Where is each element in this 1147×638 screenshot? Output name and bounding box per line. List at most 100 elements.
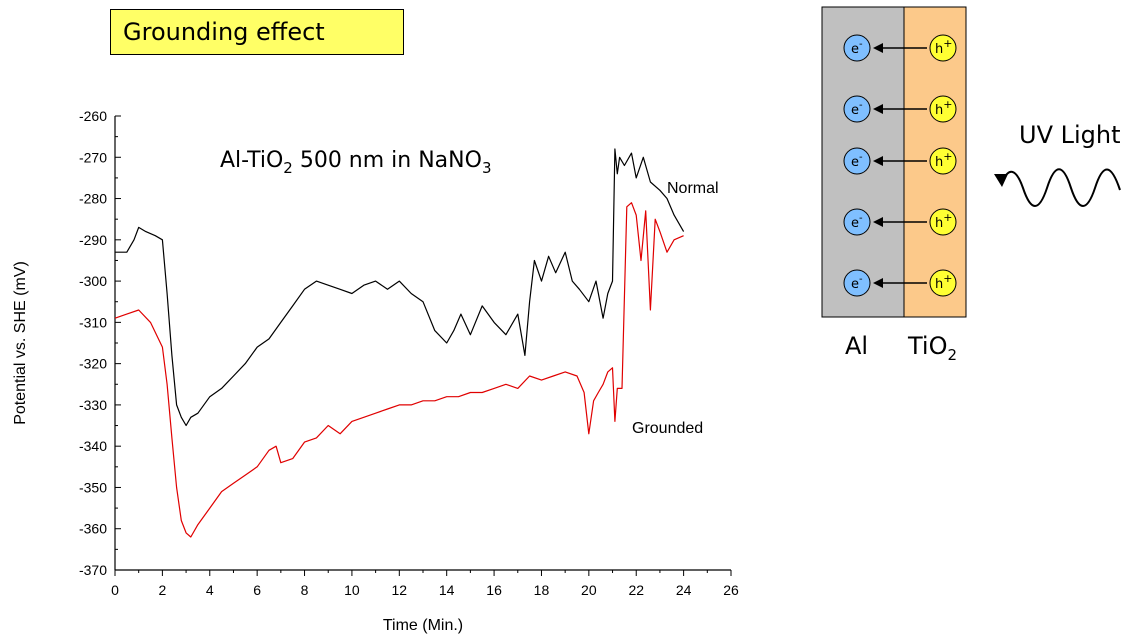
arrowhead-icon: [873, 156, 883, 166]
x-tick-label: 16: [486, 582, 502, 598]
al-label: Al: [845, 332, 868, 360]
hole-sup: +: [943, 211, 952, 224]
electron-icon: [843, 95, 871, 123]
electron-sup: -: [859, 213, 863, 224]
carrier-row: e-h+: [843, 95, 957, 123]
hole-label: h+: [935, 272, 952, 292]
x-tick-label: 26: [723, 582, 739, 598]
chart-axes: -260 -270 -280 -290 -300 -310 -320 -330 -340 -350…: [79, 108, 739, 598]
tio2-label-base: TiO: [907, 332, 947, 360]
arrowhead-icon: [873, 278, 883, 288]
electron-base: e: [851, 42, 859, 57]
x-axis-label: Time (Min.): [383, 617, 463, 634]
y-tick-label: -330: [79, 397, 107, 413]
slide-title: Grounding effect: [110, 9, 404, 55]
annotation-sub2: 3: [482, 159, 492, 177]
carriers: e-h+e-h+e-h+e-h+e-h+: [843, 34, 957, 297]
hole-sup: +: [943, 37, 952, 50]
y-tick-label: -350: [79, 479, 107, 495]
hole-icon: [929, 95, 957, 123]
electron-label: e-: [851, 100, 863, 118]
arrowhead-icon: [873, 43, 883, 53]
hole-icon: [929, 208, 957, 236]
series-line-grounded: [114, 202, 684, 538]
annotation-middle: 500 nm in NaNO: [293, 148, 482, 173]
hole-label: h+: [935, 150, 952, 170]
electron-base: e: [851, 277, 859, 292]
carrier-row: e-h+: [843, 147, 957, 175]
hole-base: h: [935, 277, 943, 292]
x-tick-label: 2: [158, 582, 166, 598]
hole-icon: [929, 269, 957, 297]
x-tick-label: 12: [392, 582, 408, 598]
series-line-normal: [115, 148, 685, 427]
x-tick-label: 20: [581, 582, 597, 598]
electron-label: e-: [851, 213, 863, 231]
x-tick-label: 14: [439, 582, 455, 598]
y-tick-label: -310: [79, 314, 107, 330]
legend-normal: Normal: [667, 180, 719, 197]
x-tick-label: 0: [111, 582, 119, 598]
hole-base: h: [935, 216, 943, 231]
electron-sup: -: [859, 274, 863, 285]
electron-sup: -: [859, 152, 863, 163]
y-tick-label: -370: [79, 562, 107, 578]
hole-base: h: [935, 103, 943, 118]
x-tick-label: 8: [301, 582, 309, 598]
y-tick-label: -300: [79, 273, 107, 289]
x-tick-label: 18: [534, 582, 550, 598]
electron-sup: -: [859, 100, 863, 111]
electron-base: e: [851, 216, 859, 231]
hole-base: h: [935, 42, 943, 57]
hole-label: h+: [935, 37, 952, 57]
arrowhead-icon: [873, 104, 883, 114]
electron-icon: [843, 208, 871, 236]
hole-sup: +: [943, 98, 952, 111]
electron-label: e-: [851, 274, 863, 292]
hole-icon: [929, 34, 957, 62]
y-tick-label: -290: [79, 232, 107, 248]
uv-arrowhead-icon: [994, 174, 1008, 187]
y-tick-label: -320: [79, 356, 107, 372]
y-tick-label: -270: [79, 149, 107, 165]
x-tick-label: 10: [344, 582, 360, 598]
x-tick-label: 24: [676, 582, 692, 598]
electron-icon: [843, 34, 871, 62]
electron-icon: [843, 269, 871, 297]
carrier-row: e-h+: [843, 34, 957, 62]
y-tick-label: -340: [79, 438, 107, 454]
electron-label: e-: [851, 152, 863, 170]
legend-grounded: Grounded: [632, 420, 703, 437]
y-tick-label: -360: [79, 521, 107, 537]
electron-icon: [843, 147, 871, 175]
y-tick-label: -260: [79, 108, 107, 124]
band-diagram: e-h+e-h+e-h+e-h+e-h+ Al TiO2 UV Light: [821, 6, 1121, 364]
y-tick-label: -280: [79, 191, 107, 207]
hole-sup: +: [943, 272, 952, 285]
y-axis-label: Potential vs. SHE (mV): [12, 261, 29, 425]
hole-sup: +: [943, 150, 952, 163]
annotation-sub1: 2: [283, 159, 293, 177]
electron-base: e: [851, 103, 859, 118]
tio2-label-sub: 2: [947, 346, 957, 364]
annotation-prefix: Al-TiO: [220, 148, 283, 173]
x-tick-label: 22: [628, 582, 644, 598]
hole-base: h: [935, 155, 943, 170]
uv-wave-icon: [1002, 168, 1121, 207]
x-tick-label: 4: [206, 582, 214, 598]
uv-light-label: UV Light: [1019, 121, 1121, 149]
hole-label: h+: [935, 211, 952, 231]
series-layer: [114, 148, 685, 538]
hole-label: h+: [935, 98, 952, 118]
chart-annotation: Al-TiO2 500 nm in NaNO3: [220, 148, 491, 177]
x-tick-label: 6: [253, 582, 261, 598]
electron-base: e: [851, 155, 859, 170]
electron-sup: -: [859, 39, 863, 50]
slide-title-text: Grounding effect: [123, 18, 325, 46]
carrier-row: e-h+: [843, 208, 957, 236]
carrier-row: e-h+: [843, 269, 957, 297]
hole-icon: [929, 147, 957, 175]
tio2-label: TiO2: [907, 332, 957, 364]
electron-label: e-: [851, 39, 863, 57]
